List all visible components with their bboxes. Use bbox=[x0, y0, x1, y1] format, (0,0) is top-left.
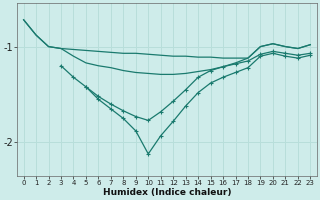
X-axis label: Humidex (Indice chaleur): Humidex (Indice chaleur) bbox=[103, 188, 231, 197]
